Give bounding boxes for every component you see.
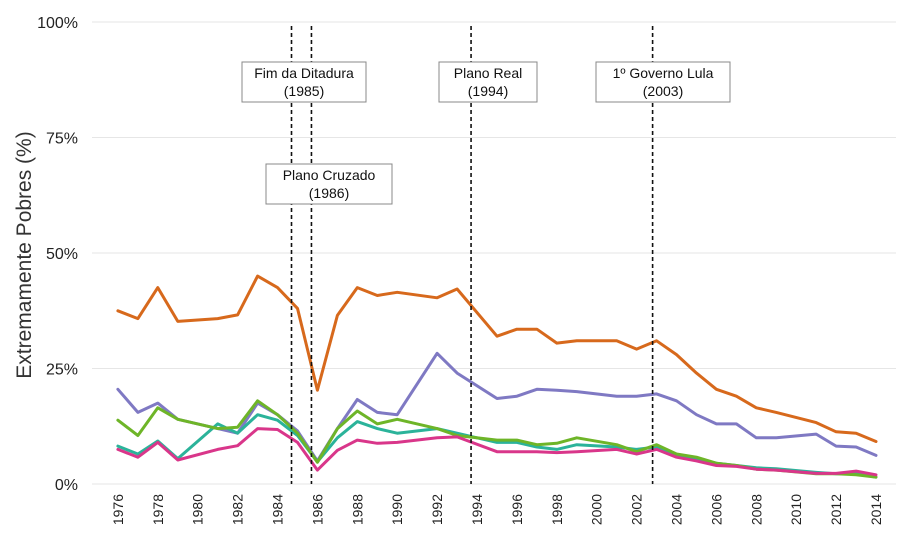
x-tick-label: 1976 [110,494,126,525]
x-tick-label: 2014 [868,494,884,525]
annotation-text: (1985) [284,83,324,99]
x-tick-label: 1990 [389,494,405,525]
x-axis-ticks: 1976 1978 1980 1982 1984 1986 1988 1990 1992 1994… [110,494,884,525]
annotation-text: 1º Governo Lula [613,65,714,81]
annotation-text: Plano Cruzado [283,167,376,183]
y-axis-ticks: 0% 25% 50% 75% 100% [37,15,78,494]
annotation-3: Plano Real (1994) [438,61,538,103]
y-tick-label: 75% [46,131,78,148]
annotation-4: 1º Governo Lula (2003) [595,61,731,103]
x-tick-label: 2004 [669,494,685,525]
x-tick-label: 1992 [429,494,445,525]
annotation-text: Plano Real [454,65,523,81]
annotation-text: (1994) [468,83,508,99]
grid-lines [92,21,896,485]
x-tick-label: 2010 [788,494,804,525]
annotation-text: (2003) [643,83,683,99]
x-tick-label: 1996 [509,494,525,525]
x-tick-label: 1982 [230,494,246,525]
x-tick-label: 1994 [469,494,485,525]
annotation-1: Fim da Ditadura (1985) [241,61,367,103]
annotation-text: (1986) [309,185,349,201]
x-tick-label: 1978 [150,494,166,525]
y-tick-label: 0% [55,477,78,494]
series-lines [116,274,878,479]
x-tick-label: 1988 [349,494,365,525]
x-tick-label: 2000 [589,494,605,525]
y-tick-label: 100% [37,15,78,32]
annotation-text: Fim da Ditadura [254,65,354,81]
event-lines [290,26,654,484]
y-tick-label: 25% [46,362,78,379]
annotation-box [241,61,367,103]
x-tick-label: 2012 [828,494,844,525]
y-axis-label: Extremamente Pobres (%) [13,131,36,378]
x-tick-label: 1986 [309,494,325,525]
annotation-box [438,61,538,103]
series-line-5 [116,427,878,477]
y-tick-label: 50% [46,246,78,263]
x-tick-label: 1984 [270,494,286,525]
x-tick-label: 1998 [549,494,565,525]
x-tick-label: 2008 [748,494,764,525]
annotation-2: Plano Cruzado (1986) [265,163,393,205]
annotation-box [595,61,731,103]
event-annotations: Fim da Ditadura (1985) Plano Cruzado (1986)… [241,61,731,205]
x-tick-label: 1980 [190,494,206,525]
x-tick-label: 2002 [629,494,645,525]
annotation-box [265,163,393,205]
series-line-1 [116,274,878,443]
x-tick-label: 2006 [708,494,724,525]
series-line-2 [116,351,878,463]
